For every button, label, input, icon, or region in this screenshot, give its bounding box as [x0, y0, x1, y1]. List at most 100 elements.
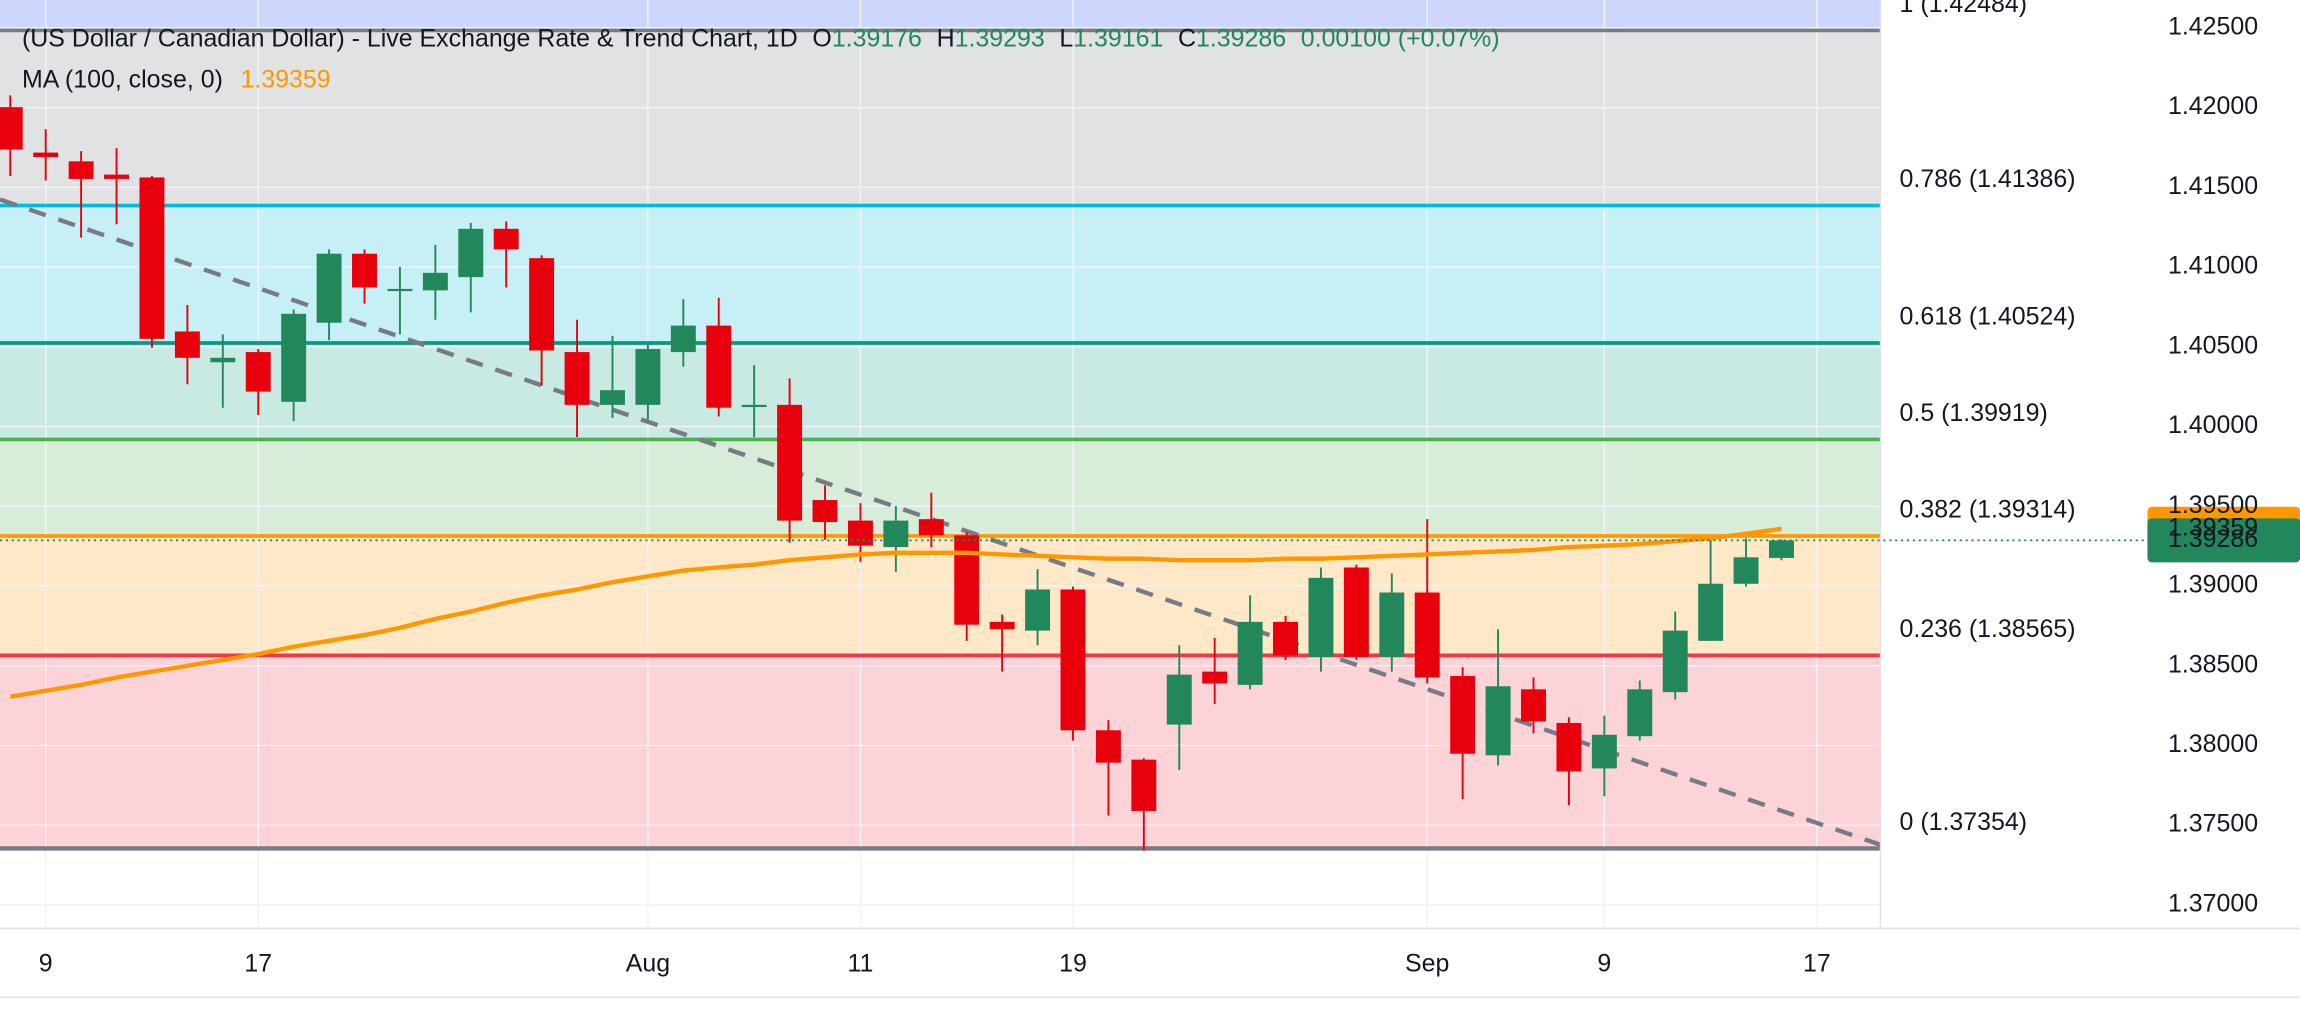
candle-body [1769, 540, 1794, 558]
y-tick-label: 1.40500 [2168, 331, 2258, 359]
ma-price-label: 1.39359 [2168, 513, 2258, 541]
candle-body [1521, 689, 1546, 722]
candle-body [670, 325, 696, 353]
y-tick-label: 1.37000 [2168, 889, 2258, 917]
candle-body [104, 174, 130, 179]
candle-body [1273, 621, 1299, 656]
candle-body [210, 357, 236, 363]
close-price-tag [2147, 518, 2300, 563]
y-tick-label: 1.42500 [2168, 12, 2258, 40]
x-tick-label: Aug [626, 950, 670, 978]
ohlc-label: H [937, 24, 955, 52]
ma-value: 1.39359 [240, 65, 330, 93]
x-tick-label: 19 [1059, 950, 1087, 978]
x-tick-label: 17 [1803, 950, 1831, 978]
candle-body [1095, 730, 1121, 763]
y-tick-label: 1.38000 [2168, 730, 2258, 758]
candle-body [564, 352, 590, 405]
candle-body [245, 352, 271, 392]
fib-label: 0.5 (1.39919) [1900, 399, 2048, 427]
ma-legend: MA (100, close, 0) 1.39359 [22, 65, 331, 93]
candle-body [1556, 722, 1582, 772]
candle-body [352, 253, 377, 288]
candle-body [954, 535, 980, 625]
fib-label: 0.236 (1.38565) [1900, 615, 2076, 643]
fib-zones [0, 30, 1881, 849]
candle-body [1343, 567, 1369, 657]
candle-body [1414, 592, 1440, 678]
candle-body [812, 500, 838, 523]
candle-body [1060, 589, 1086, 731]
fib-zone [0, 30, 1881, 206]
x-tick-label: 11 [848, 950, 874, 978]
candle-body [1166, 674, 1192, 725]
chart-title: (US Dollar / Canadian Dollar) - Live Exc… [22, 24, 798, 52]
candle-body [1025, 589, 1051, 631]
y-tick-label: 1.39500 [2168, 491, 2258, 519]
ohlc-value: 1.39176 [832, 24, 922, 52]
candle-body [1627, 689, 1653, 737]
fib-label: 0.786 (1.41386) [1900, 165, 2076, 193]
fib-label: 0.382 (1.39314) [1900, 496, 2076, 524]
ma-name: MA (100, close, 0) [22, 65, 223, 93]
candle-body [1450, 676, 1476, 754]
ma-line [9, 526, 1782, 699]
candle-body [1131, 759, 1157, 811]
candle-body [174, 331, 200, 358]
candle-body [635, 349, 661, 405]
candle-body [1237, 621, 1263, 685]
candle-body [777, 404, 803, 521]
x-tick-label: 17 [244, 950, 272, 978]
y-tick-label: 1.42000 [2168, 92, 2258, 120]
candle-body [422, 272, 448, 291]
change-value: 0.00100 (+0.07%) [1301, 24, 1500, 52]
ohlc-label: L [1059, 24, 1073, 52]
y-tick-label: 1.41500 [2168, 172, 2258, 200]
candle-body [989, 621, 1015, 630]
y-tick-label: 1.40000 [2168, 411, 2258, 439]
candle-body [1485, 686, 1511, 756]
candle-body [281, 313, 307, 402]
candle-body [600, 390, 625, 405]
candle-body [1308, 577, 1334, 657]
candle-body [1662, 630, 1688, 693]
candle-body [1698, 583, 1724, 641]
candle-body [529, 258, 555, 351]
ohlc-value: 1.39286 [1196, 24, 1286, 52]
fib-label: 0 (1.37354) [1900, 808, 2027, 836]
fib-zone [0, 535, 1881, 656]
candle-body [458, 228, 484, 278]
labels: 1.37000 1.37500 1.38000 1.38500 1.39000 1.395… [22, 0, 2258, 978]
x-tick-label: 9 [1597, 950, 1611, 978]
candle-body [1202, 671, 1228, 684]
candles [0, 95, 1794, 851]
y-tick-label: 1.37500 [2168, 810, 2258, 838]
fib-levels [0, 28, 1881, 851]
candle-body [387, 288, 413, 292]
candle-body [883, 520, 909, 548]
candle-body [316, 253, 342, 323]
x-tick-label: 9 [39, 950, 53, 978]
grid [0, 0, 1881, 929]
close-price-label: 1.39286 [2168, 525, 2258, 553]
candle-body [741, 404, 767, 408]
top-zone [0, 0, 1881, 30]
y-tick-label: 1.39000 [2168, 571, 2258, 599]
y-tick-label: 1.41000 [2168, 252, 2258, 280]
candle-body [493, 228, 519, 250]
candle-body [0, 107, 23, 150]
ohlc-value: 1.39161 [1073, 24, 1163, 52]
legend-header: (US Dollar / Canadian Dollar) - Live Exc… [22, 24, 1500, 52]
ohlc-label: O [812, 24, 831, 52]
candle-body [68, 161, 94, 179]
fib-label: 1 (1.42484) [1900, 0, 2027, 18]
fib-label: 0.618 (1.40524) [1900, 303, 2076, 331]
x-tick-label: Sep [1405, 950, 1449, 978]
fib-zone [0, 342, 1881, 440]
candle-body [33, 152, 59, 158]
candle-body [1591, 734, 1617, 769]
candle-body [706, 325, 732, 408]
candle-body [918, 519, 944, 536]
